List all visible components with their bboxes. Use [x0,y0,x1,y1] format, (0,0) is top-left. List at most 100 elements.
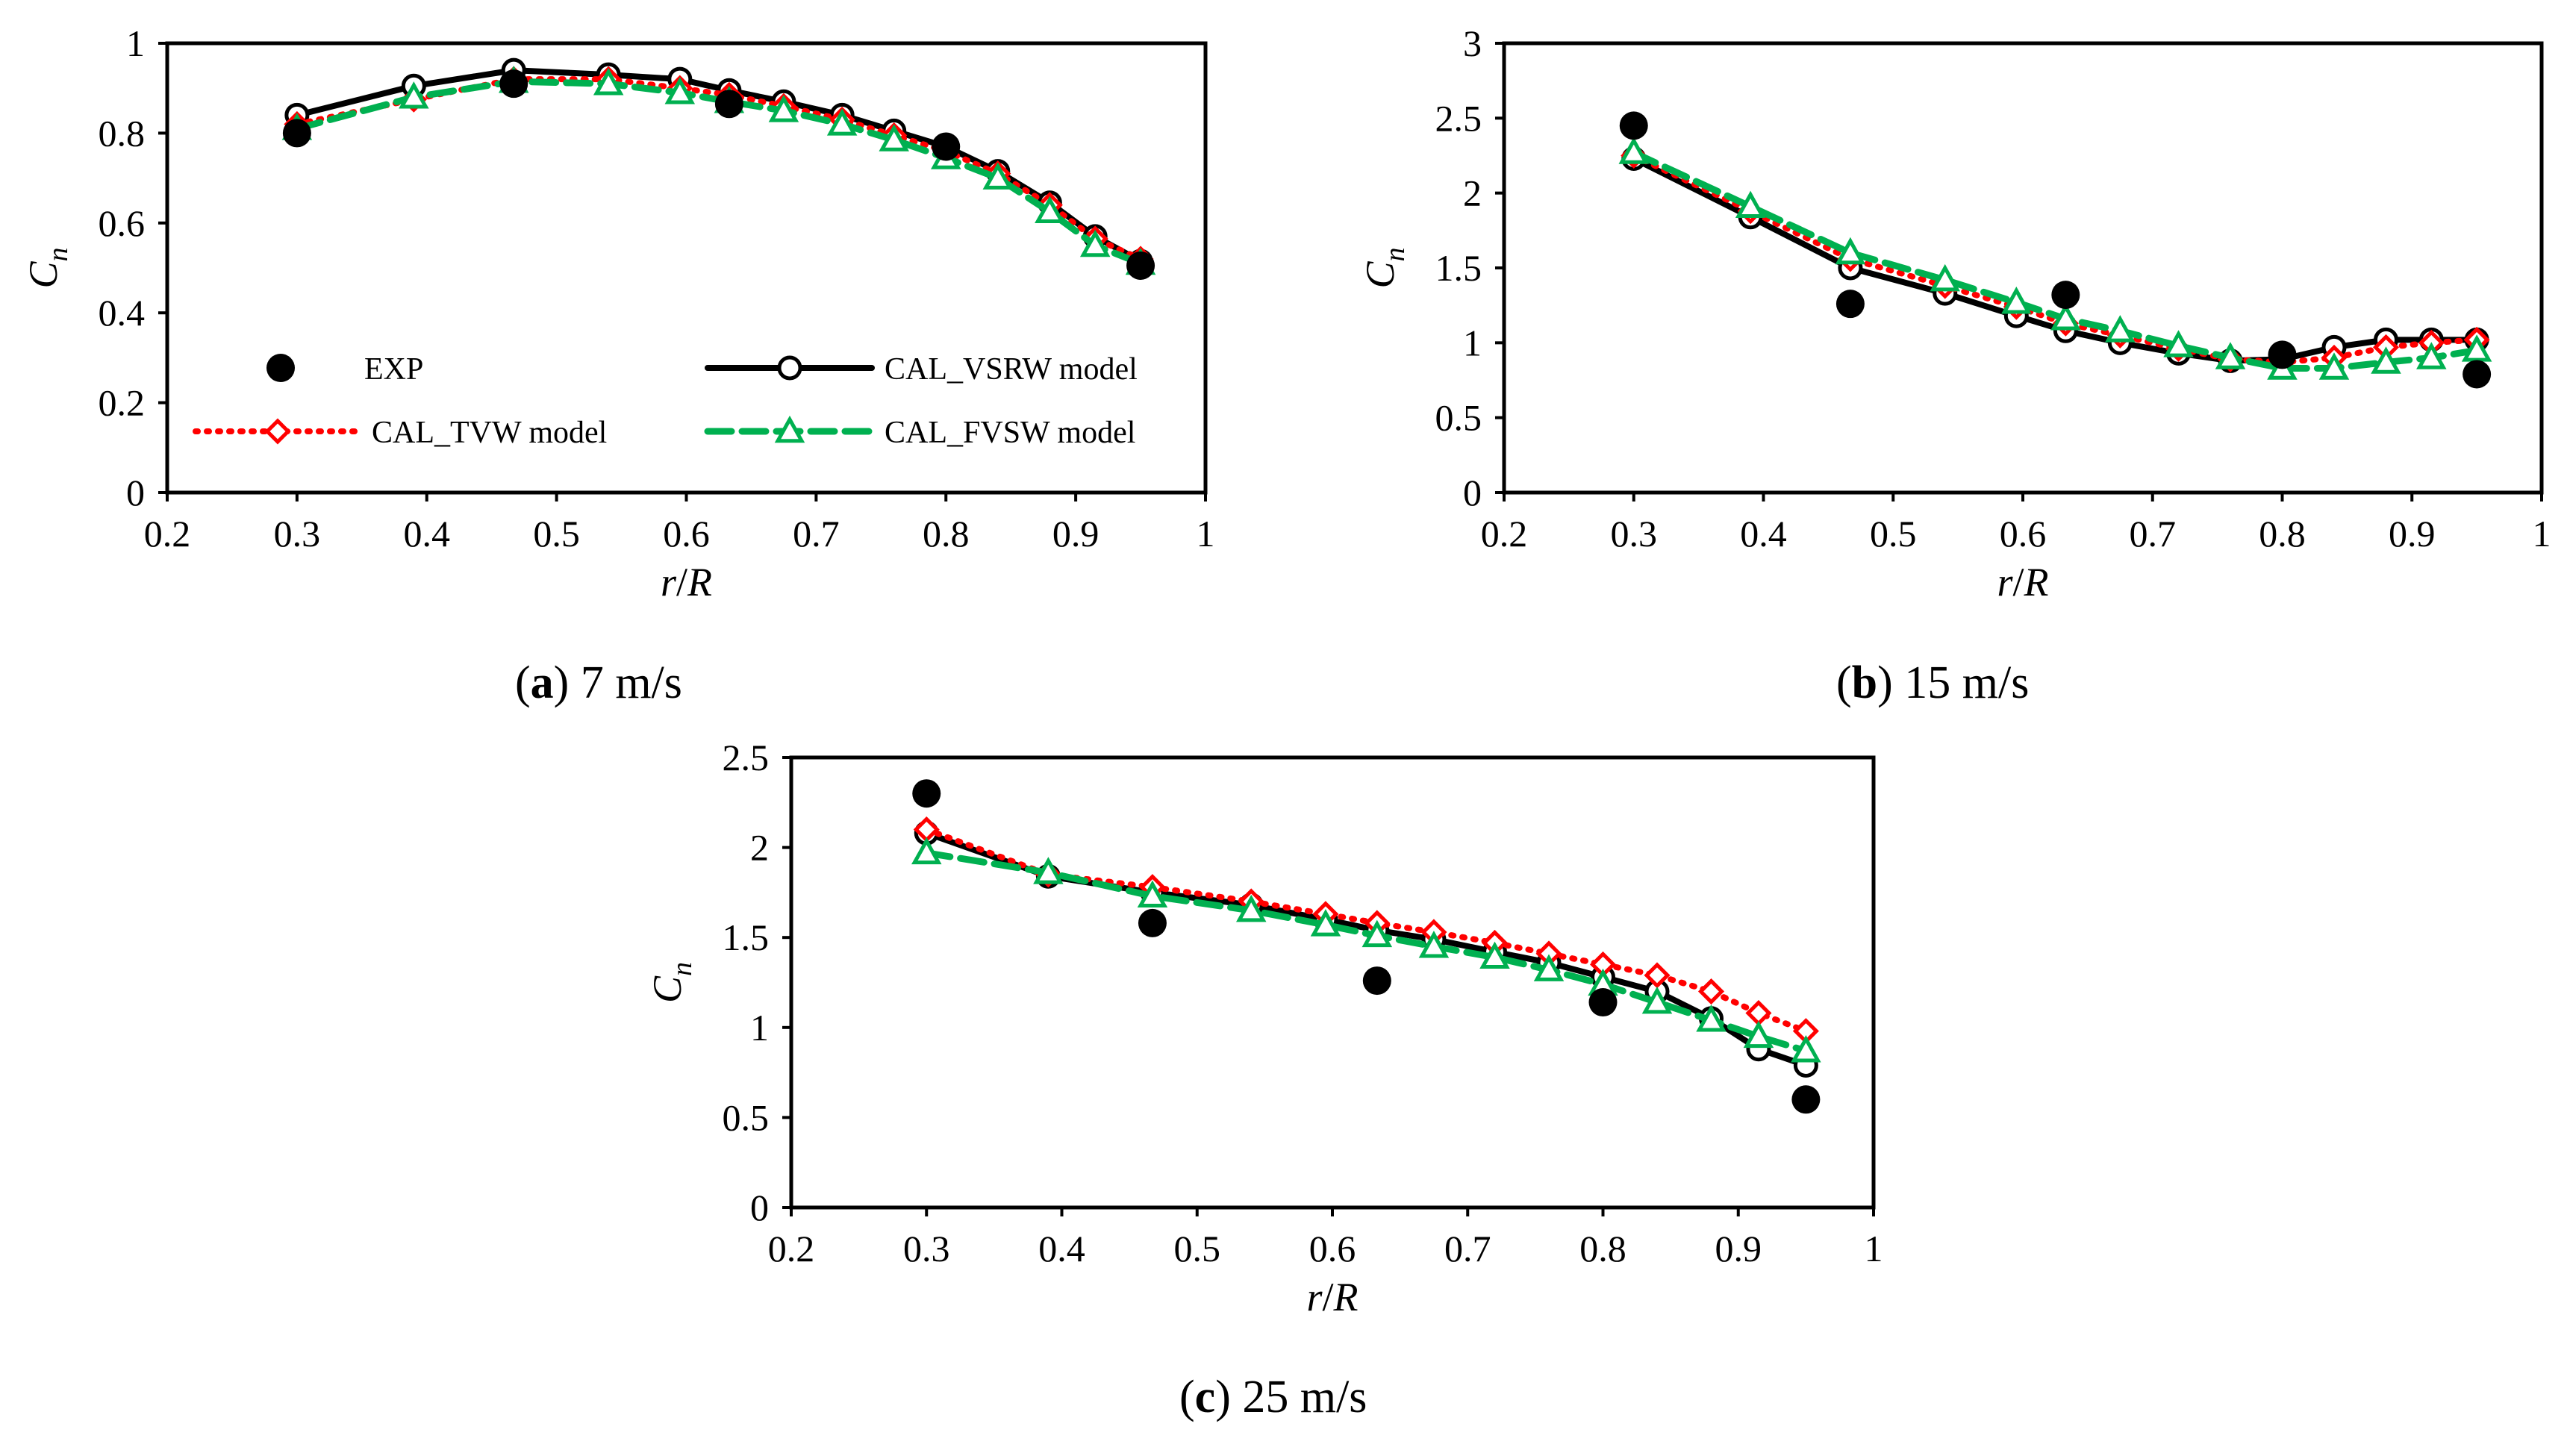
data-point-exp [1362,966,1391,996]
data-point-fvsw [1641,986,1673,1014]
data-point-fvsw [1735,190,1766,219]
x-axis-label: r/R [1306,1275,1358,1319]
plot-frame [1502,41,2544,495]
data-point-fvsw [2318,352,2350,380]
legend-label-vsrw: CAL_VSRW model [885,352,1138,387]
y-tick-label: 1.5 [723,916,770,958]
data-point-fvsw [1533,954,1565,981]
x-tick-label: 0.4 [1740,513,1787,554]
data-point-fvsw [826,108,858,136]
y-tick-label: 2 [1463,172,1482,214]
legend-label-exp: EXP [364,352,423,387]
data-point-fvsw [2163,330,2194,357]
legend-label-tvw: CAL_TVW model [372,416,607,450]
data-point-fvsw [1079,229,1111,257]
data-point-exp [1126,251,1155,280]
y-tick-label: 1 [1463,322,1482,363]
caption-paren-open: ( [515,657,531,708]
x-tick-label: 0.4 [1038,1228,1085,1269]
data-point-fvsw [768,95,799,122]
y-tick-label: 1 [126,22,145,64]
x-tick-label: 1 [1865,1228,1883,1269]
data-point-fvsw [982,162,1014,190]
y-tick-label: 3 [1463,22,1482,64]
x-tick-label: 0.6 [1309,1228,1356,1269]
data-point-fvsw [1035,196,1065,224]
data-point-fvsw [1618,137,1649,164]
caption-text: 25 m/s [1231,1372,1367,1422]
y-tick-label: 1.5 [1435,247,1482,289]
x-tick-label: 0.8 [923,513,970,554]
x-axis-label-denominator: R [1333,1275,1359,1319]
y-tick-label: 0 [750,1187,769,1228]
y-tick-label: 0.5 [1435,397,1482,439]
x-tick-label: 0.7 [1444,1228,1491,1269]
data-point-fvsw [1696,1004,1727,1032]
data-point-exp [499,69,528,99]
y-axis-label-sub: n [1379,247,1411,261]
x-tick-label: 0.7 [793,513,840,554]
data-point-fvsw [2371,346,2401,374]
caption-paren-open: ( [1836,657,1852,708]
panel-a: 0.2 0.3 0.4 0.5 0.6 0.7 0.8 0.9 100.20.40.60.81r… [21,22,1215,708]
caption-paren-close: ) [1215,1372,1231,1422]
caption-paren-close: ) [554,657,570,708]
data-point-exp [1138,908,1167,937]
data-point-fvsw [911,837,942,865]
caption-text: 15 m/s [1893,657,2030,708]
y-axis-label-main: C [21,261,66,289]
x-tick-label: 0.8 [1579,1228,1626,1269]
x-tick-label: 0.9 [1715,1228,1762,1269]
x-axis-label-main: r [1306,1275,1323,1319]
data-point-fvsw [1033,857,1064,884]
data-point-fvsw [1930,263,1960,292]
x-tick-label: 0.6 [663,513,710,554]
y-axis-label-sub: n [667,962,698,976]
legend-marker-exp [266,354,295,382]
y-tick-label: 0 [1463,472,1482,513]
x-axis-label: r/R [661,560,712,604]
series-line-tvw [293,76,1144,262]
data-point-tvw [1697,978,1725,1005]
data-point-exp [912,779,941,808]
y-axis-label-main: C [645,975,690,1003]
x-axis-label-slash: / [1323,1275,1334,1319]
y-axis-label: Cn [645,962,698,1003]
legend: EXP CAL_VSRW model CAL_TVW model CAL_FVSW m… [193,352,1138,450]
data-point-fvsw [399,81,429,109]
data-point-fvsw [2416,342,2447,369]
x-tick-label: 0.2 [1481,513,1528,554]
x-tick-label: 0.4 [404,513,451,554]
data-point-fvsw [1418,931,1450,958]
caption-letter: b [1852,657,1877,708]
legend-label-fvsw: CAL_FVSW model [885,416,1135,450]
x-tick-label: 0.3 [274,513,321,554]
data-point-fvsw [593,68,624,96]
panel-b: 0.2 0.3 0.4 0.5 0.6 0.7 0.8 0.9 1 0 0.5 1 1.5 2 2.5 3 r/… [1358,22,2551,708]
x-tick-label: 0.3 [903,1228,950,1269]
legend-marker-tvw [264,418,291,445]
data-point-fvsw [2001,287,2032,314]
panel-caption: (b) 15 m/s [1836,657,2029,708]
x-tick-label: 0.5 [1870,513,1917,554]
x-tick-label: 0.9 [1052,513,1100,554]
data-point-exp [1588,988,1618,1017]
y-tick-label: 0.2 [99,382,146,424]
y-tick-label: 2.5 [1435,97,1482,139]
data-point-exp [714,90,743,119]
data-point-fvsw [1791,1035,1821,1063]
data-point-exp [282,119,311,148]
x-tick-label: 0.7 [2130,513,2177,554]
x-axis-label-slash: / [676,560,687,604]
x-tick-label: 0.2 [144,513,191,554]
y-tick-label: 1 [750,1007,769,1049]
y-tick-label: 2.5 [723,737,770,778]
data-point-exp [932,132,961,161]
y-axis-label: Cn [21,247,74,288]
data-point-fvsw [1743,1020,1774,1049]
caption-paren-open: ( [1179,1372,1195,1422]
y-tick-label: 0.6 [99,202,146,244]
panel-c: 0.2 0.3 0.4 0.5 0.6 0.7 0.8 0.9 1 0 0.5 1 1.5 2 2.5 r/R… [645,737,1883,1422]
x-tick-label: 0.3 [1611,513,1658,554]
